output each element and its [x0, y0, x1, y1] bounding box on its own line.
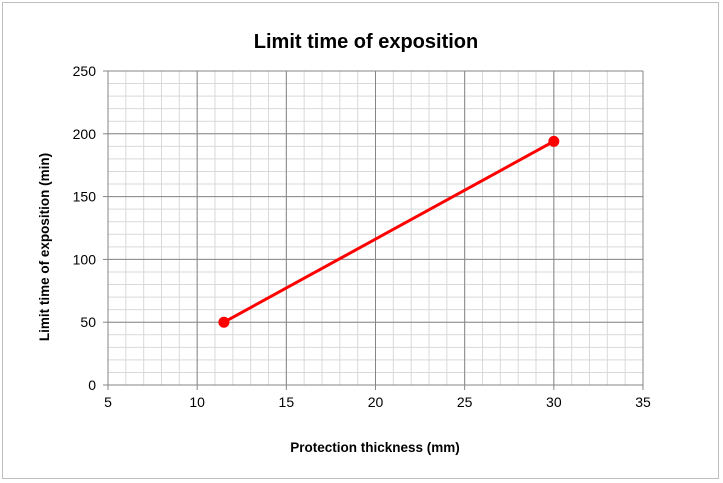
y-tick-label: 150 — [73, 189, 97, 205]
data-point — [218, 316, 230, 328]
x-axis-title: Protection thickness (mm) — [290, 440, 460, 455]
y-tick-label: 100 — [73, 251, 97, 267]
chart-frame — [2, 2, 719, 479]
y-tick-label: 50 — [80, 314, 96, 330]
x-tick-label: 15 — [279, 394, 295, 410]
x-tick-label: 25 — [457, 394, 473, 410]
series — [218, 135, 560, 328]
x-tick-label: 30 — [546, 394, 562, 410]
grid — [107, 70, 644, 386]
axes — [103, 70, 644, 390]
y-axis-title: Limit time of exposition (min) — [37, 153, 52, 341]
series-line — [223, 140, 555, 324]
tick-labels: 5 10 15 20 25 30 35 0 50 100 150 200 250 — [73, 63, 651, 410]
x-tick-label: 10 — [189, 394, 205, 410]
x-tick-label: 5 — [104, 394, 112, 410]
x-tick-label: 20 — [368, 394, 384, 410]
y-tick-label: 200 — [73, 126, 97, 142]
y-tick-label: 0 — [88, 377, 96, 393]
chart-title: Limit time of exposition — [254, 31, 478, 53]
y-tick-label: 250 — [73, 63, 97, 79]
x-tick-label: 35 — [635, 394, 651, 410]
data-point — [548, 135, 560, 147]
